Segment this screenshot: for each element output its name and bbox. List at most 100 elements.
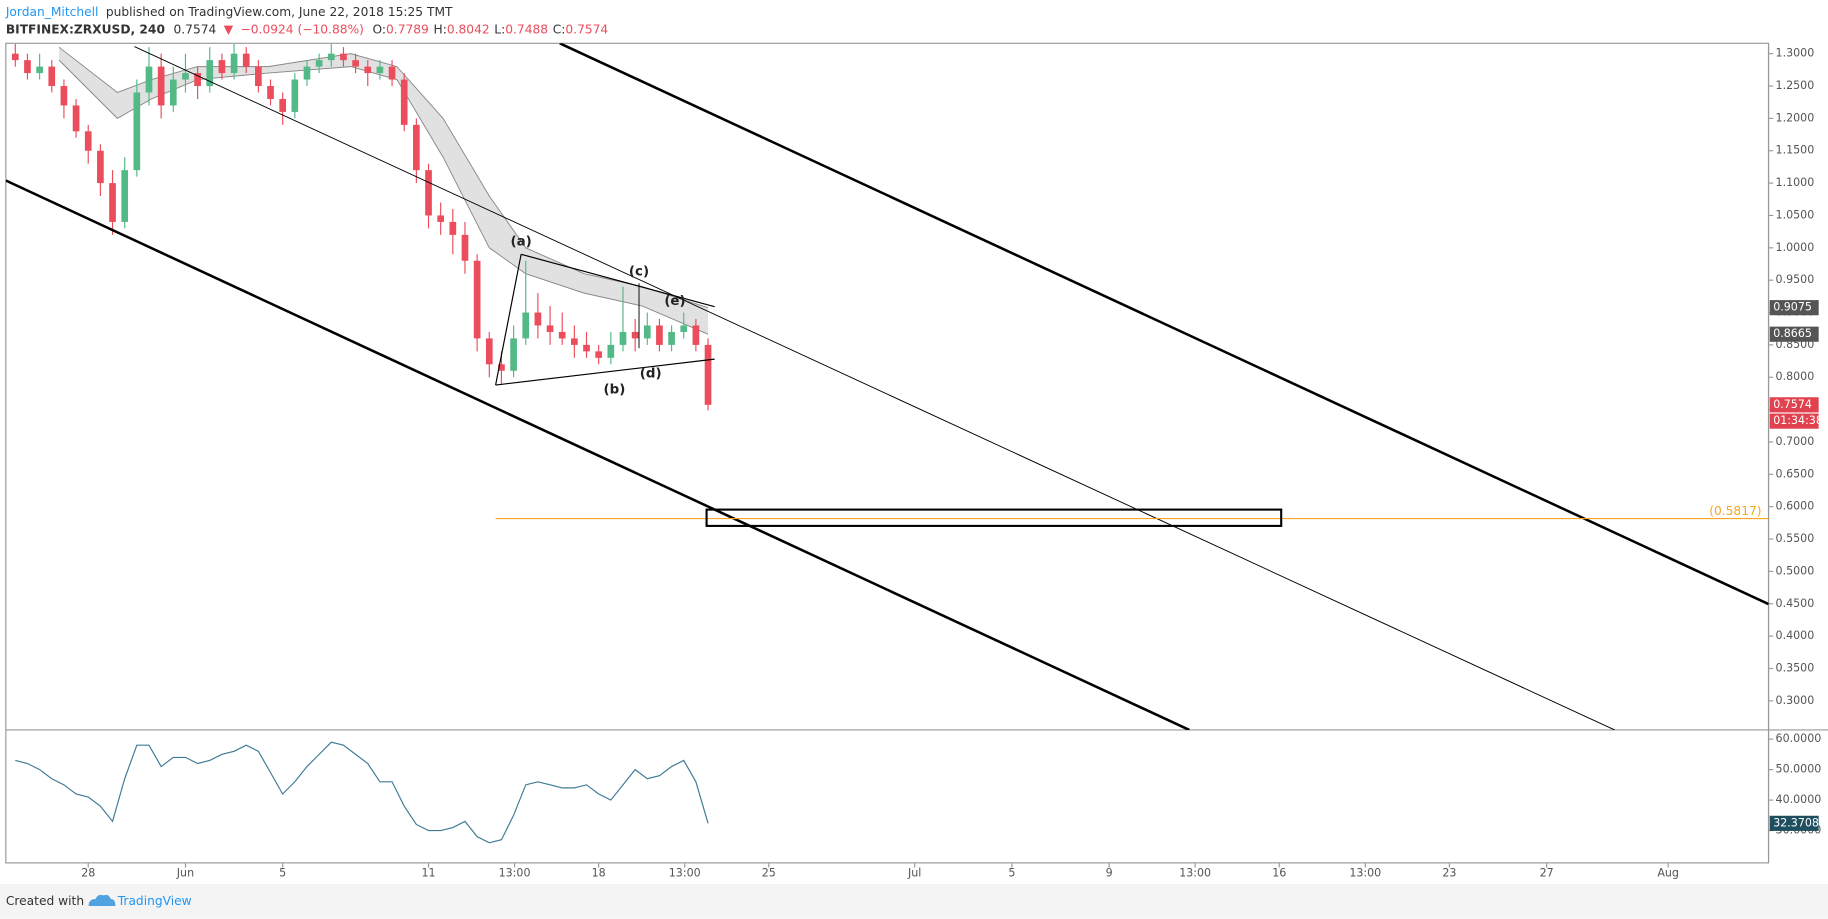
candle-body [84,131,92,151]
ohlc-key: O: [372,22,386,36]
ohlc-key: L: [494,22,505,36]
y-tick-label: 1.2500 [1776,79,1815,92]
candle-body [631,331,639,339]
x-tick-label: 23 [1442,866,1456,879]
candle-body [619,331,627,345]
candle-body [704,344,712,405]
candle-body [109,183,116,222]
symbol: BITFINEX:ZRXUSD, 240 [6,22,165,36]
x-tick-label: 9 [1106,866,1113,879]
y-tick-label: 0.6500 [1776,467,1815,480]
x-tick-label: Jun [176,866,194,879]
header-line-1: Jordan_Mitchell published on TradingView… [5,4,453,18]
x-tick-label: Aug [1657,866,1679,879]
candle-body [680,325,688,332]
candle-body [668,331,675,345]
candle-body [400,79,408,125]
candle-body [72,105,80,132]
footer-brand[interactable]: TradingView [117,894,192,908]
candle-body [145,66,153,93]
candle-body [692,325,700,345]
trendline [520,253,715,308]
band-lower-value-bg [1769,326,1819,342]
ohlc-value: 0.7789 [386,22,429,36]
y-tick-label: 0.9500 [1776,273,1815,286]
y-tick-label: 0.7000 [1776,435,1815,448]
rsi-line [15,741,709,844]
author-link[interactable]: Jordan_Mitchell [5,4,99,18]
published-text: published on TradingView.com, June 22, 2… [106,4,453,18]
candle-body [522,312,530,339]
band-fill [59,47,709,335]
last-price: 0.7574 [174,22,217,36]
candle-body [255,66,262,87]
y-tick-label: 60.0000 [1776,732,1822,745]
band-line [58,59,709,335]
candle-body [327,53,335,61]
x-tick-label: 13:00 [499,866,531,879]
candle-body [364,66,372,74]
x-tick-label: 13:00 [669,866,701,879]
band-lower-value: 0.8665 [1773,327,1812,340]
header-line-2: BITFINEX:ZRXUSD, 240 0.7574 ▼ −0.0924 (−… [6,22,609,36]
wave-label: (d) [640,366,662,381]
trendline [5,179,1190,730]
candle-body [97,150,104,184]
y-tick-label: 0.5000 [1776,564,1815,577]
candle-body [218,60,226,74]
change-arrow: ▼ [224,22,234,36]
candle-body [206,60,214,87]
candle-body [352,60,359,67]
rsi-last-bg [1769,815,1819,831]
y-tick-label: 1.0500 [1776,208,1815,221]
x-tick-label: 18 [592,866,606,879]
candle-body [315,60,323,67]
candle-body [425,170,432,216]
ohlc-key: H: [434,22,447,36]
candle-body [24,60,31,74]
y-tick-label: 1.1000 [1776,176,1815,189]
price-pane: (a) (b) (c) (d) (e) [5,43,1769,730]
last-price-label: 0.7574 [1773,398,1812,411]
x-tick-label: 28 [81,866,95,879]
y-tick-label: 50.0000 [1776,763,1822,776]
candle-body [157,66,165,106]
candle-body [498,364,505,371]
candle-body [340,53,347,61]
change: −0.0924 (−10.88%) [241,22,364,36]
candle-body [546,325,554,332]
footer-created: Created with [6,894,84,908]
candle-body [291,79,299,112]
candle-body [413,124,420,171]
ohlc-value: 0.8042 [447,22,490,36]
candle-body [242,53,250,67]
footer-bar [0,883,1828,919]
candle-body [510,338,517,371]
candle-body [230,53,238,74]
y-tick-label: 0.3500 [1776,661,1815,674]
x-tick-label: 13:00 [1349,866,1381,879]
y-tick-label: 0.4000 [1776,629,1815,642]
candle-body [595,351,603,358]
countdown-bg [1769,413,1819,429]
candle-body [485,338,493,365]
x-tick-label: 25 [762,866,776,879]
candle-body [267,86,274,99]
last-price-label-bg [1769,397,1819,413]
y-tick-label: 0.3000 [1776,694,1815,707]
y-tick-label: 40.0000 [1776,793,1822,806]
y-tick-label: 0.5500 [1776,532,1815,545]
wave-label: (e) [664,294,685,309]
candle-body [60,86,68,106]
candle-body [36,66,43,74]
x-tick-label: Jul [907,866,921,879]
y-tick-label: 1.3000 [1776,47,1815,60]
candle-body [121,170,129,222]
candle-body [607,344,615,358]
y-tick-label: 1.2000 [1776,111,1815,124]
y-tick-label: 1.1500 [1776,144,1815,157]
tradingview-logo [88,894,116,907]
candle-body [449,221,457,235]
